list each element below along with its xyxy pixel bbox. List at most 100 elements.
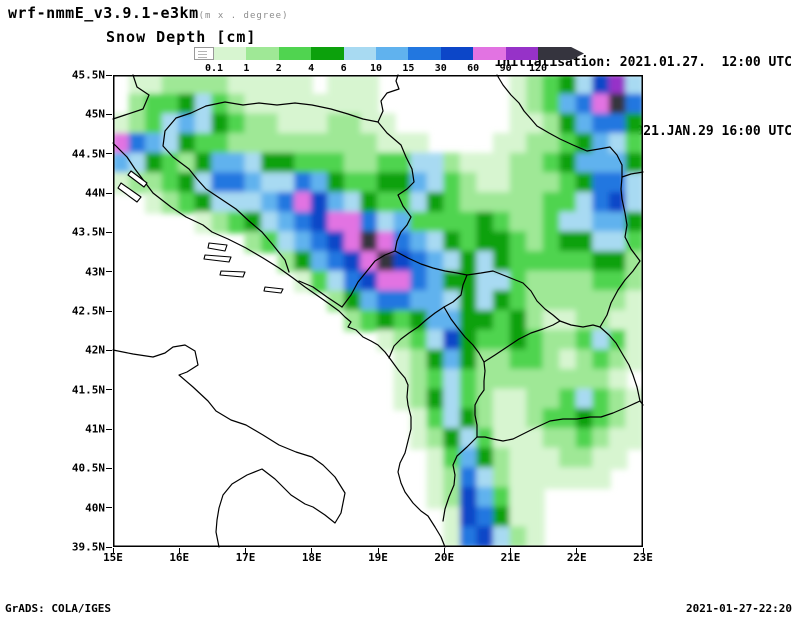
- y-axis-label: 44N: [85, 186, 105, 200]
- snow-cell: [113, 133, 131, 155]
- colorbar-swatch: [246, 47, 279, 60]
- country-border: [377, 121, 415, 252]
- snow-cell: [113, 152, 131, 175]
- country-border: [442, 436, 478, 522]
- snow-cell: [526, 487, 545, 509]
- snow-cell: [459, 172, 479, 194]
- snow-cell: [575, 211, 595, 234]
- snow-cell: [426, 329, 446, 352]
- snow-cell: [443, 270, 462, 293]
- snow-cell: [559, 467, 578, 489]
- snow-cell: [575, 310, 595, 332]
- snow-cell: [145, 75, 164, 96]
- snow-cell: [377, 310, 396, 332]
- country-border: [474, 361, 486, 438]
- snow-cell: [492, 211, 512, 234]
- snow-cell: [542, 447, 562, 470]
- snow-cell: [145, 172, 164, 194]
- snow-cell: [178, 152, 197, 175]
- snow-cell: [443, 152, 462, 175]
- snow-cell: [459, 506, 479, 529]
- snow-cell: [459, 349, 479, 371]
- snow-cell: [625, 192, 643, 214]
- y-axis-tick: [106, 271, 112, 273]
- y-axis-tick: [106, 192, 112, 194]
- snow-cell: [327, 113, 346, 135]
- snow-cell: [492, 526, 512, 547]
- x-axis-tick: [112, 548, 114, 554]
- snow-cell: [194, 75, 214, 96]
- y-axis-label: 43.5N: [71, 225, 105, 239]
- snow-cell: [294, 211, 313, 234]
- x-axis-tick: [311, 548, 313, 554]
- snow-cell: [559, 329, 578, 352]
- snow-cell: [509, 211, 529, 234]
- snow-cell: [277, 113, 297, 135]
- snow-cell: [244, 192, 264, 214]
- snow-cell: [476, 211, 495, 234]
- snow-cell: [426, 428, 446, 450]
- x-axis-label: 18E: [301, 551, 322, 564]
- y-axis-label: 45.5N: [71, 68, 105, 82]
- snow-cell: [542, 172, 562, 194]
- snow-cell: [443, 369, 462, 391]
- snow-cell: [178, 192, 197, 214]
- snow-cell: [509, 526, 529, 547]
- snow-cell: [492, 388, 512, 411]
- country-border: [298, 280, 343, 308]
- snow-cell: [327, 75, 346, 96]
- snow-cell: [625, 75, 643, 96]
- snow-cell: [492, 408, 512, 430]
- snow-cell: [393, 172, 413, 194]
- snow-cell: [410, 329, 429, 352]
- snow-cell: [526, 251, 545, 273]
- snow-cell: [625, 172, 643, 194]
- snow-cell: [492, 369, 512, 391]
- snow-cell: [244, 75, 264, 96]
- snow-cell: [542, 388, 562, 411]
- x-axis-label: 20E: [434, 551, 455, 564]
- snow-cell: [459, 487, 479, 509]
- colorbar-tick-label: 10: [369, 63, 383, 74]
- snow-cell: [443, 231, 462, 253]
- snow-cell: [526, 211, 545, 234]
- snow-cell: [161, 152, 181, 175]
- colorbar-swatch: [440, 47, 474, 60]
- model-name: wrf-nmmE_v3.9.1-e3km: [8, 4, 199, 22]
- snow-cell: [327, 211, 346, 234]
- colorbar-swatch: [311, 47, 344, 60]
- snow-cell: [377, 231, 396, 253]
- x-axis-label: 22E: [566, 551, 587, 564]
- y-axis-label: 41.5N: [71, 383, 105, 397]
- snow-cell: [492, 349, 512, 371]
- snow-cell: [410, 290, 429, 312]
- y-axis-label: 41N: [85, 422, 105, 436]
- x-axis-label: 21E: [500, 551, 521, 564]
- snow-cell: [559, 133, 578, 155]
- snow-cell: [509, 133, 529, 155]
- snow-cell: [377, 133, 396, 155]
- snow-cell: [542, 152, 562, 175]
- snow-cell: [459, 310, 479, 332]
- snow-cell: [211, 192, 230, 214]
- snow-cell: [492, 172, 512, 194]
- snow-cell: [575, 93, 595, 116]
- snow-cell: [509, 487, 529, 509]
- country-border: [599, 176, 641, 328]
- snow-cell: [145, 113, 164, 135]
- snow-cell: [410, 408, 429, 430]
- snow-cell: [542, 93, 562, 116]
- snow-cell: [592, 270, 611, 293]
- snow-cell: [360, 93, 379, 116]
- snow-cell: [145, 93, 164, 116]
- snow-cell: [327, 133, 346, 155]
- snow-cell: [426, 369, 446, 391]
- snow-cell: [625, 133, 643, 155]
- snow-cell: [608, 388, 628, 411]
- snow-cell: [625, 211, 643, 234]
- snow-cell: [211, 113, 230, 135]
- snow-cell: [608, 310, 628, 332]
- y-axis-label: 42.5N: [71, 304, 105, 318]
- snow-cell: [343, 152, 363, 175]
- snow-cell: [492, 447, 512, 470]
